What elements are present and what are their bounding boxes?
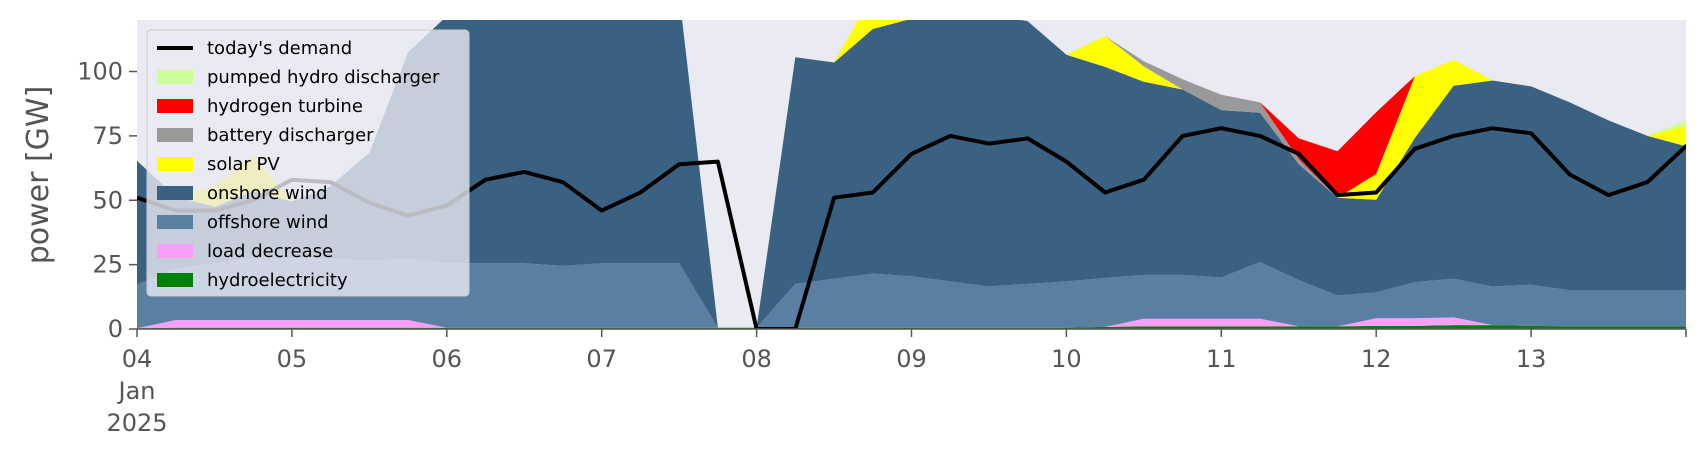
legend-swatch-hydrogen-turbine <box>157 99 193 113</box>
legend-swatch-hydroelectricity <box>157 273 193 287</box>
area-onshore-wind <box>137 20 1686 328</box>
legend-swatch-pumped-hydro-discharger <box>157 70 193 84</box>
area-load-decrease <box>137 317 1686 329</box>
axes: 0 25 50 75 100 04 Jan 2025 05 06 07 08 09 10 11 12 13 <box>77 58 1687 437</box>
legend-label-today-s-demand: today's demand <box>207 38 352 59</box>
x-tick-label: 08 <box>741 345 772 373</box>
legend-label-battery-discharger: battery discharger <box>207 125 374 146</box>
demand-line-group <box>137 126 1686 329</box>
y-tick-label: 100 <box>77 58 123 86</box>
y-tick-label: 25 <box>92 251 123 279</box>
legend-swatch-solar-pv <box>157 157 193 171</box>
x-tick-label: 05 <box>277 345 308 373</box>
x-tick-label: 11 <box>1206 345 1237 373</box>
legend: today's demand pumped hydro discharger hyd… <box>146 29 470 297</box>
y-tick-label: 50 <box>92 186 123 214</box>
demand-line <box>137 126 1686 329</box>
legend-label-onshore-wind: onshore wind <box>207 183 328 204</box>
y-tick-label: 75 <box>92 122 123 150</box>
x-tick-label: 07 <box>586 345 617 373</box>
x-tick-label: 12 <box>1361 345 1392 373</box>
area-offshore-wind <box>137 258 1686 329</box>
legend-swatch-battery-discharger <box>157 128 193 142</box>
legend-label-offshore-wind: offshore wind <box>207 212 329 233</box>
legend-label-pumped-hydro-discharger: pumped hydro discharger <box>207 67 440 88</box>
y-axis-title: power [GW] <box>21 86 56 265</box>
x-tick-label: 09 <box>896 345 927 373</box>
legend-swatch-offshore-wind <box>157 215 193 229</box>
legend-label-solar-pv: solar PV <box>207 154 280 175</box>
legend-label-hydrogen-turbine: hydrogen turbine <box>207 96 363 117</box>
stacked-areas <box>137 20 1686 329</box>
y-tick-label: 0 <box>108 315 123 343</box>
legend-swatch-load-decrease <box>157 244 193 258</box>
legend-box <box>146 29 470 297</box>
x-tick-label: 04 <box>122 345 153 373</box>
legend-label-hydroelectricity: hydroelectricity <box>207 270 348 291</box>
area-hydroelectricity <box>137 325 1686 329</box>
x-tick-label: Jan <box>117 377 156 405</box>
area-hydrogen-turbine <box>137 20 1686 328</box>
x-tick-label: 10 <box>1051 345 1082 373</box>
x-tick-label: 06 <box>432 345 463 373</box>
legend-swatch-onshore-wind <box>157 186 193 200</box>
legend-label-load-decrease: load decrease <box>207 241 333 262</box>
x-tick-label: 13 <box>1516 345 1547 373</box>
x-tick-label: 2025 <box>106 409 167 437</box>
